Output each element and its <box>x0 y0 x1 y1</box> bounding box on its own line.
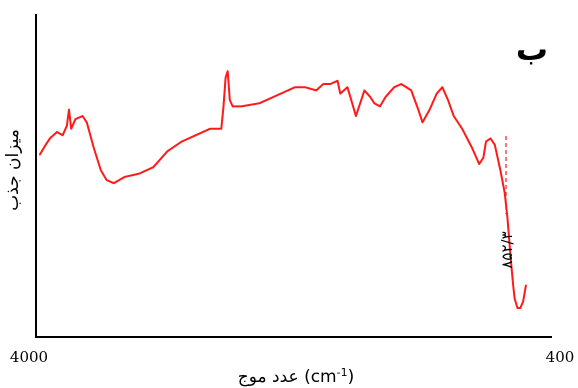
series-layer <box>39 70 527 309</box>
spectrum-line-1 <box>39 70 527 309</box>
x-tick-label-4000: 4000 <box>10 348 48 366</box>
y-axis-title: میزان جذب <box>3 129 23 211</box>
panel-label: ب <box>516 30 548 68</box>
x-tick-label-400: 400 <box>546 348 575 366</box>
peak-annotation: ۸۵۲/۳ <box>498 231 516 268</box>
x-axis-title: عدد موج (cm-1) <box>238 366 354 388</box>
